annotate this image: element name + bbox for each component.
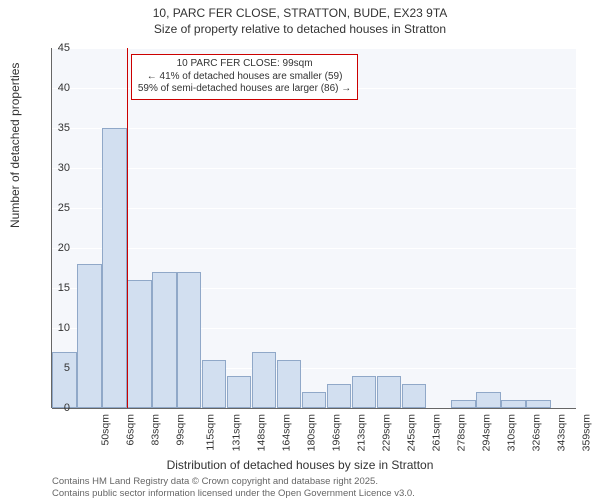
bar bbox=[526, 400, 550, 408]
bar bbox=[352, 376, 376, 408]
x-tick-label: 50sqm bbox=[100, 414, 112, 446]
footer: Contains HM Land Registry data © Crown c… bbox=[52, 476, 415, 500]
x-tick-label: 164sqm bbox=[281, 414, 293, 451]
bar bbox=[252, 352, 276, 408]
footer-line-1: Contains HM Land Registry data © Crown c… bbox=[52, 476, 415, 488]
y-tick-label: 15 bbox=[42, 282, 70, 294]
annotation-box: 10 PARC FER CLOSE: 99sqm ← 41% of detach… bbox=[131, 54, 358, 100]
x-tick-label: 213sqm bbox=[355, 414, 367, 451]
y-tick-label: 20 bbox=[42, 242, 70, 254]
x-tick-label: 83sqm bbox=[150, 414, 162, 446]
y-tick-label: 10 bbox=[42, 322, 70, 334]
bar bbox=[127, 280, 151, 408]
bar bbox=[302, 392, 326, 408]
bar bbox=[327, 384, 351, 408]
title-line-2: Size of property relative to detached ho… bbox=[0, 22, 600, 38]
y-tick-label: 45 bbox=[42, 42, 70, 54]
marker-line bbox=[127, 48, 128, 408]
bar bbox=[451, 400, 475, 408]
bar bbox=[177, 272, 201, 408]
footer-line-2: Contains public sector information licen… bbox=[52, 488, 415, 500]
x-tick-label: 359sqm bbox=[580, 414, 592, 451]
x-tick-label: 196sqm bbox=[330, 414, 342, 451]
x-tick-label: 278sqm bbox=[455, 414, 467, 451]
x-tick-label: 294sqm bbox=[480, 414, 492, 451]
x-tick-label: 229sqm bbox=[380, 414, 392, 451]
bar bbox=[52, 352, 76, 408]
bar bbox=[77, 264, 101, 408]
annotation-line-1: 10 PARC FER CLOSE: 99sqm bbox=[138, 58, 351, 71]
bar bbox=[501, 400, 525, 408]
x-tick-label: 131sqm bbox=[231, 414, 243, 451]
y-tick-label: 25 bbox=[42, 202, 70, 214]
bar bbox=[476, 392, 500, 408]
bar bbox=[202, 360, 226, 408]
x-axis-title: Distribution of detached houses by size … bbox=[0, 458, 600, 472]
bar bbox=[227, 376, 251, 408]
y-axis-title: Number of detached properties bbox=[8, 63, 22, 228]
x-tick-label: 99sqm bbox=[175, 414, 187, 446]
bar bbox=[402, 384, 426, 408]
x-axis-line bbox=[52, 408, 576, 409]
x-tick-label: 310sqm bbox=[505, 414, 517, 451]
x-tick-label: 180sqm bbox=[305, 414, 317, 451]
title-line-1: 10, PARC FER CLOSE, STRATTON, BUDE, EX23… bbox=[0, 6, 600, 22]
chart-area: 10 PARC FER CLOSE: 99sqm ← 41% of detach… bbox=[52, 48, 576, 408]
x-tick-label: 326sqm bbox=[530, 414, 542, 451]
y-tick-label: 30 bbox=[42, 162, 70, 174]
annotation-line-2: ← 41% of detached houses are smaller (59… bbox=[138, 71, 351, 84]
annotation-line-3: 59% of semi-detached houses are larger (… bbox=[138, 83, 351, 96]
x-tick-label: 66sqm bbox=[125, 414, 137, 446]
x-tick-label: 261sqm bbox=[430, 414, 442, 451]
y-tick-label: 40 bbox=[42, 82, 70, 94]
chart-titles: 10, PARC FER CLOSE, STRATTON, BUDE, EX23… bbox=[0, 0, 600, 37]
bar bbox=[102, 128, 126, 408]
x-tick-label: 115sqm bbox=[205, 414, 217, 451]
x-tick-label: 343sqm bbox=[555, 414, 567, 451]
y-tick-label: 5 bbox=[42, 362, 70, 374]
bars-group bbox=[52, 48, 576, 408]
root: 10, PARC FER CLOSE, STRATTON, BUDE, EX23… bbox=[0, 0, 600, 500]
bar bbox=[377, 376, 401, 408]
y-axis-line bbox=[51, 48, 52, 408]
bar bbox=[152, 272, 176, 408]
x-tick-label: 148sqm bbox=[256, 414, 268, 451]
y-tick-label: 35 bbox=[42, 122, 70, 134]
y-tick-label: 0 bbox=[42, 402, 70, 414]
x-tick-label: 245sqm bbox=[405, 414, 417, 451]
bar bbox=[277, 360, 301, 408]
